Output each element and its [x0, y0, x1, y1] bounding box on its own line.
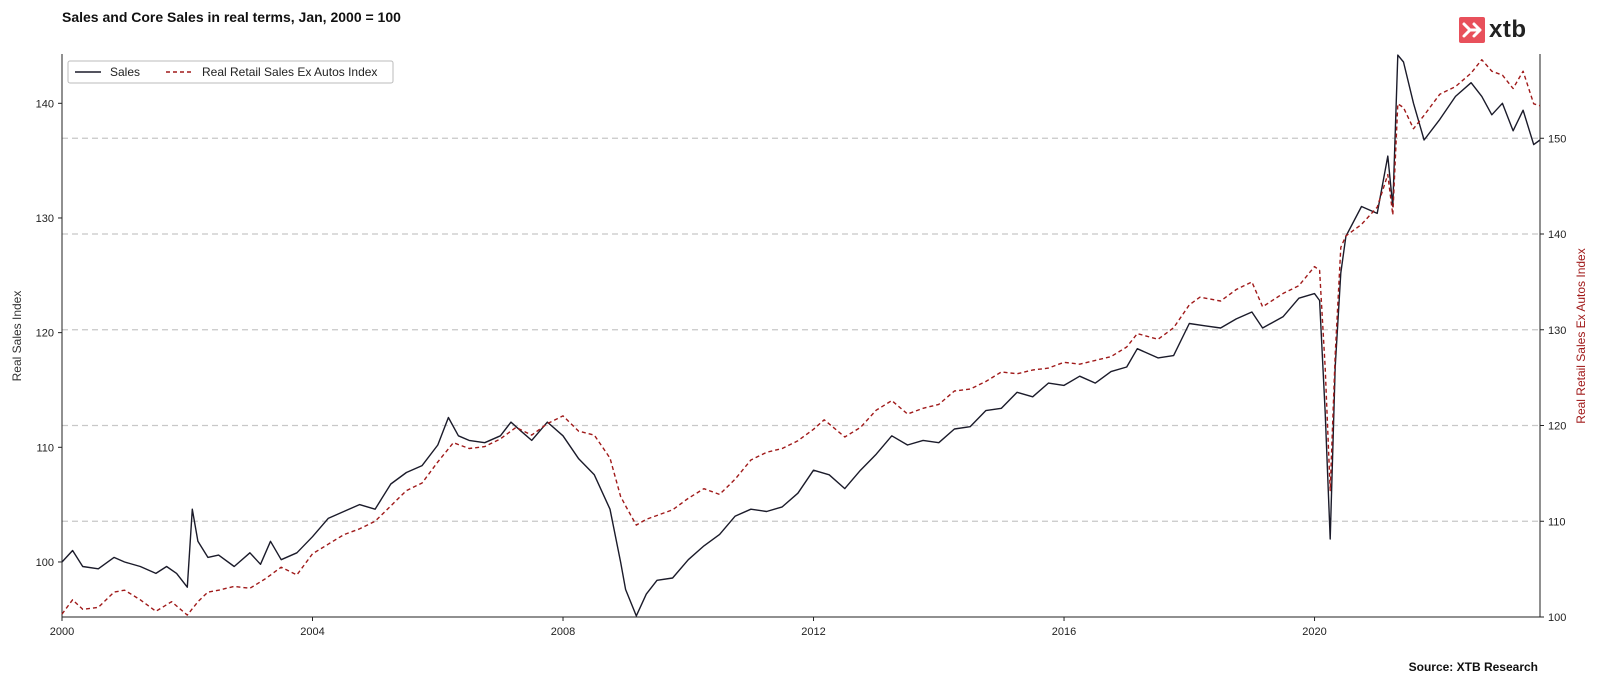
y2-tick-label: 120 [1548, 421, 1566, 433]
y-tick-label: 110 [36, 442, 54, 454]
series [61, 54, 1541, 617]
chart-title: Sales and Core Sales in real terms, Jan,… [62, 9, 401, 25]
y-tick-label: 140 [36, 98, 54, 110]
series-line-core-sales [61, 59, 1541, 616]
y2-tick-label: 130 [1548, 325, 1566, 337]
x-tick-label: 2004 [300, 626, 324, 638]
xtb-logo-text: xtb [1489, 16, 1527, 43]
legend-box [67, 60, 394, 84]
y2-tick-label: 110 [1548, 516, 1566, 528]
gridlines [62, 137, 1540, 522]
y2-tick-label: 100 [1548, 612, 1566, 624]
y2-tick-label: 140 [1548, 229, 1566, 241]
series-line-sales [61, 54, 1541, 617]
y-tick-label: 100 [36, 557, 54, 569]
x-tick-label: 2016 [1052, 626, 1076, 638]
x-tick-label: 2000 [50, 626, 74, 638]
y-tick-label: 130 [36, 213, 54, 225]
y2-axis-label: Real Retail Sales Ex Autos Index [1574, 248, 1588, 423]
x-tick-label: 2012 [801, 626, 825, 638]
xtb-logo-mark-icon [1459, 17, 1485, 43]
legend-label-sales: Sales [110, 65, 140, 79]
legend: Sales Real Retail Sales Ex Autos Index [67, 60, 394, 84]
source-note: Source: XTB Research [1408, 660, 1538, 674]
xtb-logo: xtb [1459, 17, 1527, 43]
axes [61, 54, 1541, 618]
tick-labels: 2000 2004 2008 2012 2016 2020 100 110 120 130 140 1… [36, 98, 1567, 638]
legend-label-core-sales: Real Retail Sales Ex Autos Index [202, 65, 377, 79]
x-tick-label: 2008 [551, 626, 575, 638]
y-axis-label: Real Sales Index [10, 291, 24, 382]
x-tick-label: 2020 [1302, 626, 1326, 638]
y-tick-label: 120 [36, 328, 54, 340]
y2-tick-label: 150 [1548, 133, 1566, 145]
